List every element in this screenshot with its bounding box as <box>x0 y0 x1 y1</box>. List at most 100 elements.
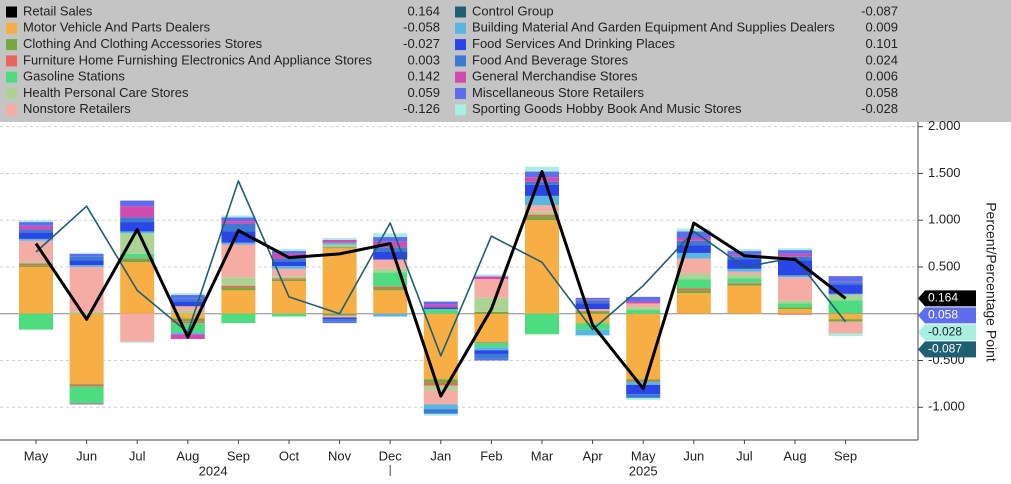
legend-swatch <box>455 6 466 18</box>
x-tick-label: Mar <box>531 448 554 463</box>
bar-segment <box>828 333 863 337</box>
bar-segment <box>221 231 256 243</box>
legend-value: -0.028 <box>861 101 898 116</box>
bar-segment <box>69 252 104 254</box>
bar-segment <box>727 274 762 279</box>
value-tag <box>918 307 976 324</box>
value-tag-label: 0.164 <box>928 291 958 305</box>
bar-segment <box>272 258 306 262</box>
bar-segment <box>778 309 812 314</box>
bar-segment <box>525 195 559 206</box>
bar-segment <box>828 284 863 294</box>
bar-segment <box>69 256 104 261</box>
bar-segment <box>69 383 104 385</box>
bar-segment <box>525 166 559 172</box>
legend-value: 0.009 <box>865 20 898 35</box>
legend-value: 0.142 <box>407 69 440 84</box>
bar-segment <box>69 386 104 404</box>
bar-segment <box>69 384 104 387</box>
bar-segment <box>19 229 53 233</box>
bar-segment <box>676 290 711 294</box>
bar-segment <box>373 233 408 238</box>
legend-swatch <box>6 71 17 83</box>
bar-segment <box>676 228 711 232</box>
bar-segment <box>778 250 812 254</box>
bar-segment <box>727 285 762 314</box>
bar-segment <box>525 205 559 212</box>
bar-segment <box>120 217 155 223</box>
x-tick-label: Aug <box>176 448 199 463</box>
bar-segment <box>676 293 711 314</box>
bar-segment <box>828 282 863 285</box>
x-tick-label: Sep <box>834 448 857 463</box>
bar-segment <box>170 298 205 302</box>
bar-segment <box>525 211 559 215</box>
bar-segment <box>525 214 559 217</box>
bar-segment <box>575 303 610 310</box>
x-tick-label: Nov <box>328 448 352 463</box>
bar-segment <box>221 221 256 224</box>
bar-segment <box>19 220 53 223</box>
bar-segment <box>423 304 458 308</box>
bar-segment <box>727 256 762 260</box>
bar-segment <box>120 258 155 260</box>
bar-segment <box>19 263 53 266</box>
legend-value: 0.024 <box>865 52 898 67</box>
bar-segment <box>727 283 762 286</box>
bar-segment <box>272 279 306 281</box>
legend-label: Health Personal Care Stores <box>23 85 189 100</box>
bar-segment <box>170 301 205 307</box>
bar-segment <box>19 238 53 241</box>
bar-segment <box>170 313 205 319</box>
bar-segment <box>626 394 661 398</box>
bar-segment <box>322 248 357 314</box>
bar-segment <box>373 290 408 314</box>
x-group-label: 2024 <box>199 463 228 478</box>
bar-segment <box>575 297 610 300</box>
bar-segment <box>626 309 661 314</box>
bar-segment <box>322 317 357 320</box>
bar-segment <box>221 287 256 291</box>
bar-segment <box>19 261 53 264</box>
bar-segment <box>525 184 559 196</box>
y-axis-label: Percent/Percentage Point <box>983 202 999 362</box>
bar-segment <box>120 200 155 207</box>
x-tick-label: Jun <box>683 448 704 463</box>
bar-segment <box>423 301 458 305</box>
bar-segment <box>221 313 256 324</box>
bar-segment <box>474 276 509 280</box>
y-tick-label: 1.500 <box>928 165 961 180</box>
bar-segment <box>170 293 205 296</box>
x-tick-label: Sep <box>227 448 250 463</box>
legend-swatch <box>455 88 466 99</box>
bar-segment <box>373 252 408 260</box>
bar-segment <box>373 259 408 269</box>
bar-segment <box>19 266 53 314</box>
bar-segment <box>69 266 104 312</box>
bar-segment <box>272 261 306 267</box>
legend-label: Motor Vehicle And Parts Dealers <box>23 20 211 35</box>
bar-segment <box>423 379 458 383</box>
bar-segment <box>525 181 559 185</box>
x-tick-label: Apr <box>582 448 603 463</box>
bar-segment <box>373 313 408 317</box>
x-tick-label: Jul <box>129 448 146 463</box>
bar-segment <box>221 277 256 286</box>
legend-value: 0.006 <box>865 69 898 84</box>
bar-segment <box>828 293 863 295</box>
bar-segment <box>373 286 408 289</box>
bar-segment <box>676 240 711 246</box>
bar-segment <box>575 300 610 304</box>
bar-segment <box>69 403 104 405</box>
x-tick-label: Feb <box>480 448 502 463</box>
bar-segment <box>221 290 256 314</box>
bar-segment <box>322 315 357 318</box>
bar-segment <box>322 319 357 322</box>
bar-segment <box>423 404 458 410</box>
bar-segment <box>626 382 661 385</box>
bar-segment <box>19 222 53 226</box>
bar-segment <box>778 253 812 257</box>
bar-segment <box>676 273 711 280</box>
bar-segment <box>322 237 357 240</box>
legend-label: Food Services And Drinking Places <box>472 36 676 51</box>
